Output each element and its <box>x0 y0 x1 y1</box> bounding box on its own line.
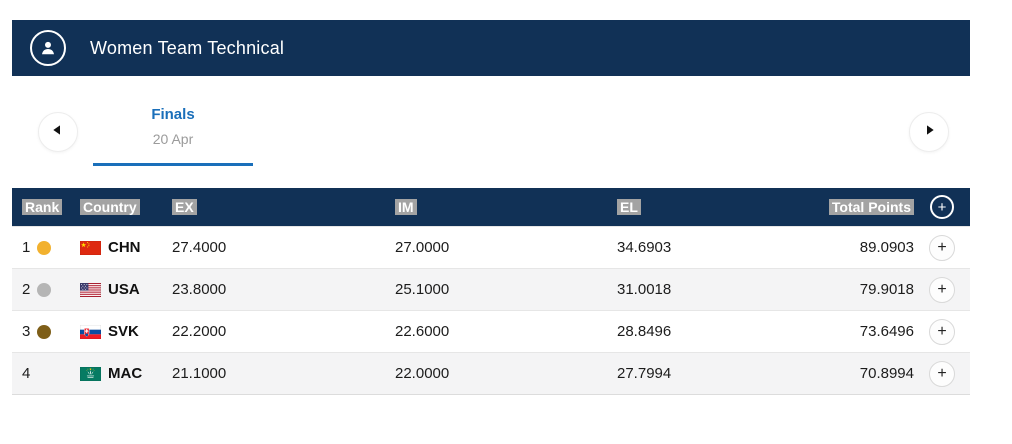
im-cell: 27.0000 <box>395 239 450 256</box>
tab-finals[interactable]: Finals 20 Apr <box>93 106 253 168</box>
country-cell: MAC <box>80 365 172 382</box>
tab-date: 20 Apr <box>152 131 194 147</box>
table-body: 1 CHN 27.4000 27.0000 34.6903 89.0903 + <box>12 226 970 395</box>
column-header-total-points: Total Points <box>794 199 914 215</box>
rank-value: 1 <box>22 239 31 256</box>
ex-cell: 22.2000 <box>172 323 227 340</box>
event-header-bar: Women Team Technical <box>12 20 970 76</box>
country-code: MAC <box>108 365 143 382</box>
country-code: SVK <box>108 323 139 340</box>
chevron-right-icon <box>921 122 937 143</box>
medal-gold-icon <box>37 240 52 255</box>
flag-svk-icon <box>80 324 101 339</box>
rank-cell: 1 <box>22 239 80 256</box>
column-header-el: EL <box>617 199 794 215</box>
rank-value: 4 <box>22 365 31 382</box>
el-cell: 27.7994 <box>617 365 672 382</box>
expand-row-button[interactable]: + <box>929 360 955 387</box>
country-code: USA <box>108 281 140 298</box>
ex-cell: 27.4000 <box>172 239 227 256</box>
table-header-row: Rank Country EX IM EL Total Points + <box>12 188 970 226</box>
total-points-cell: 89.0903 <box>859 239 914 256</box>
total-points-cell: 70.8994 <box>859 365 914 382</box>
expand-row-button[interactable]: + <box>929 276 955 303</box>
plus-icon: + <box>937 364 947 382</box>
total-points-cell: 73.6496 <box>859 323 914 340</box>
rank-cell: 4 <box>22 365 80 382</box>
column-header-im: IM <box>395 199 617 215</box>
country-cell: CHN <box>80 239 172 256</box>
im-cell: 22.6000 <box>395 323 450 340</box>
plus-icon: + <box>937 322 947 340</box>
active-tab-underline <box>93 163 253 166</box>
medal-bronze-icon <box>37 324 52 339</box>
medal-silver-icon <box>37 282 52 297</box>
flag-usa-icon <box>80 282 101 297</box>
table-row: 2 <box>12 268 970 310</box>
table-row: 3 SVK 22.20 <box>12 310 970 352</box>
plus-icon: + <box>937 198 947 216</box>
rank-cell: 2 <box>22 281 80 298</box>
flag-chn-icon <box>80 240 101 255</box>
results-table: Rank Country EX IM EL Total Points + 1 <box>12 188 970 395</box>
chevron-left-icon <box>50 122 66 143</box>
plus-icon: + <box>937 280 947 298</box>
column-header-rank: Rank <box>22 199 80 215</box>
ex-cell: 21.1000 <box>172 365 227 382</box>
no-medal <box>37 367 51 381</box>
person-icon <box>30 30 66 66</box>
column-header-country: Country <box>80 199 172 215</box>
expand-row-button[interactable]: + <box>929 234 955 261</box>
table-row: 4 <box>12 352 970 394</box>
country-cell: USA <box>80 281 172 298</box>
im-cell: 22.0000 <box>395 365 450 382</box>
ex-cell: 23.8000 <box>172 281 227 298</box>
flag-mac-icon <box>80 366 101 381</box>
el-cell: 34.6903 <box>617 239 672 256</box>
tab-label: Finals <box>151 106 195 123</box>
country-cell: SVK <box>80 323 172 340</box>
prev-session-button[interactable] <box>38 112 78 152</box>
expand-row-button[interactable]: + <box>929 318 955 345</box>
event-title: Women Team Technical <box>90 37 285 58</box>
column-header-ex: EX <box>172 199 395 215</box>
el-cell: 31.0018 <box>617 281 672 298</box>
expand-all-button[interactable]: + <box>930 195 954 219</box>
country-code: CHN <box>108 239 141 256</box>
rank-value: 2 <box>22 281 31 298</box>
rank-cell: 3 <box>22 323 80 340</box>
rank-value: 3 <box>22 323 31 340</box>
im-cell: 25.1000 <box>395 281 450 298</box>
plus-icon: + <box>937 238 947 256</box>
table-row: 1 CHN 27.4000 27.0000 34.6903 89.0903 + <box>12 226 970 268</box>
total-points-cell: 79.9018 <box>859 281 914 298</box>
el-cell: 28.8496 <box>617 323 672 340</box>
next-session-button[interactable] <box>909 112 949 152</box>
